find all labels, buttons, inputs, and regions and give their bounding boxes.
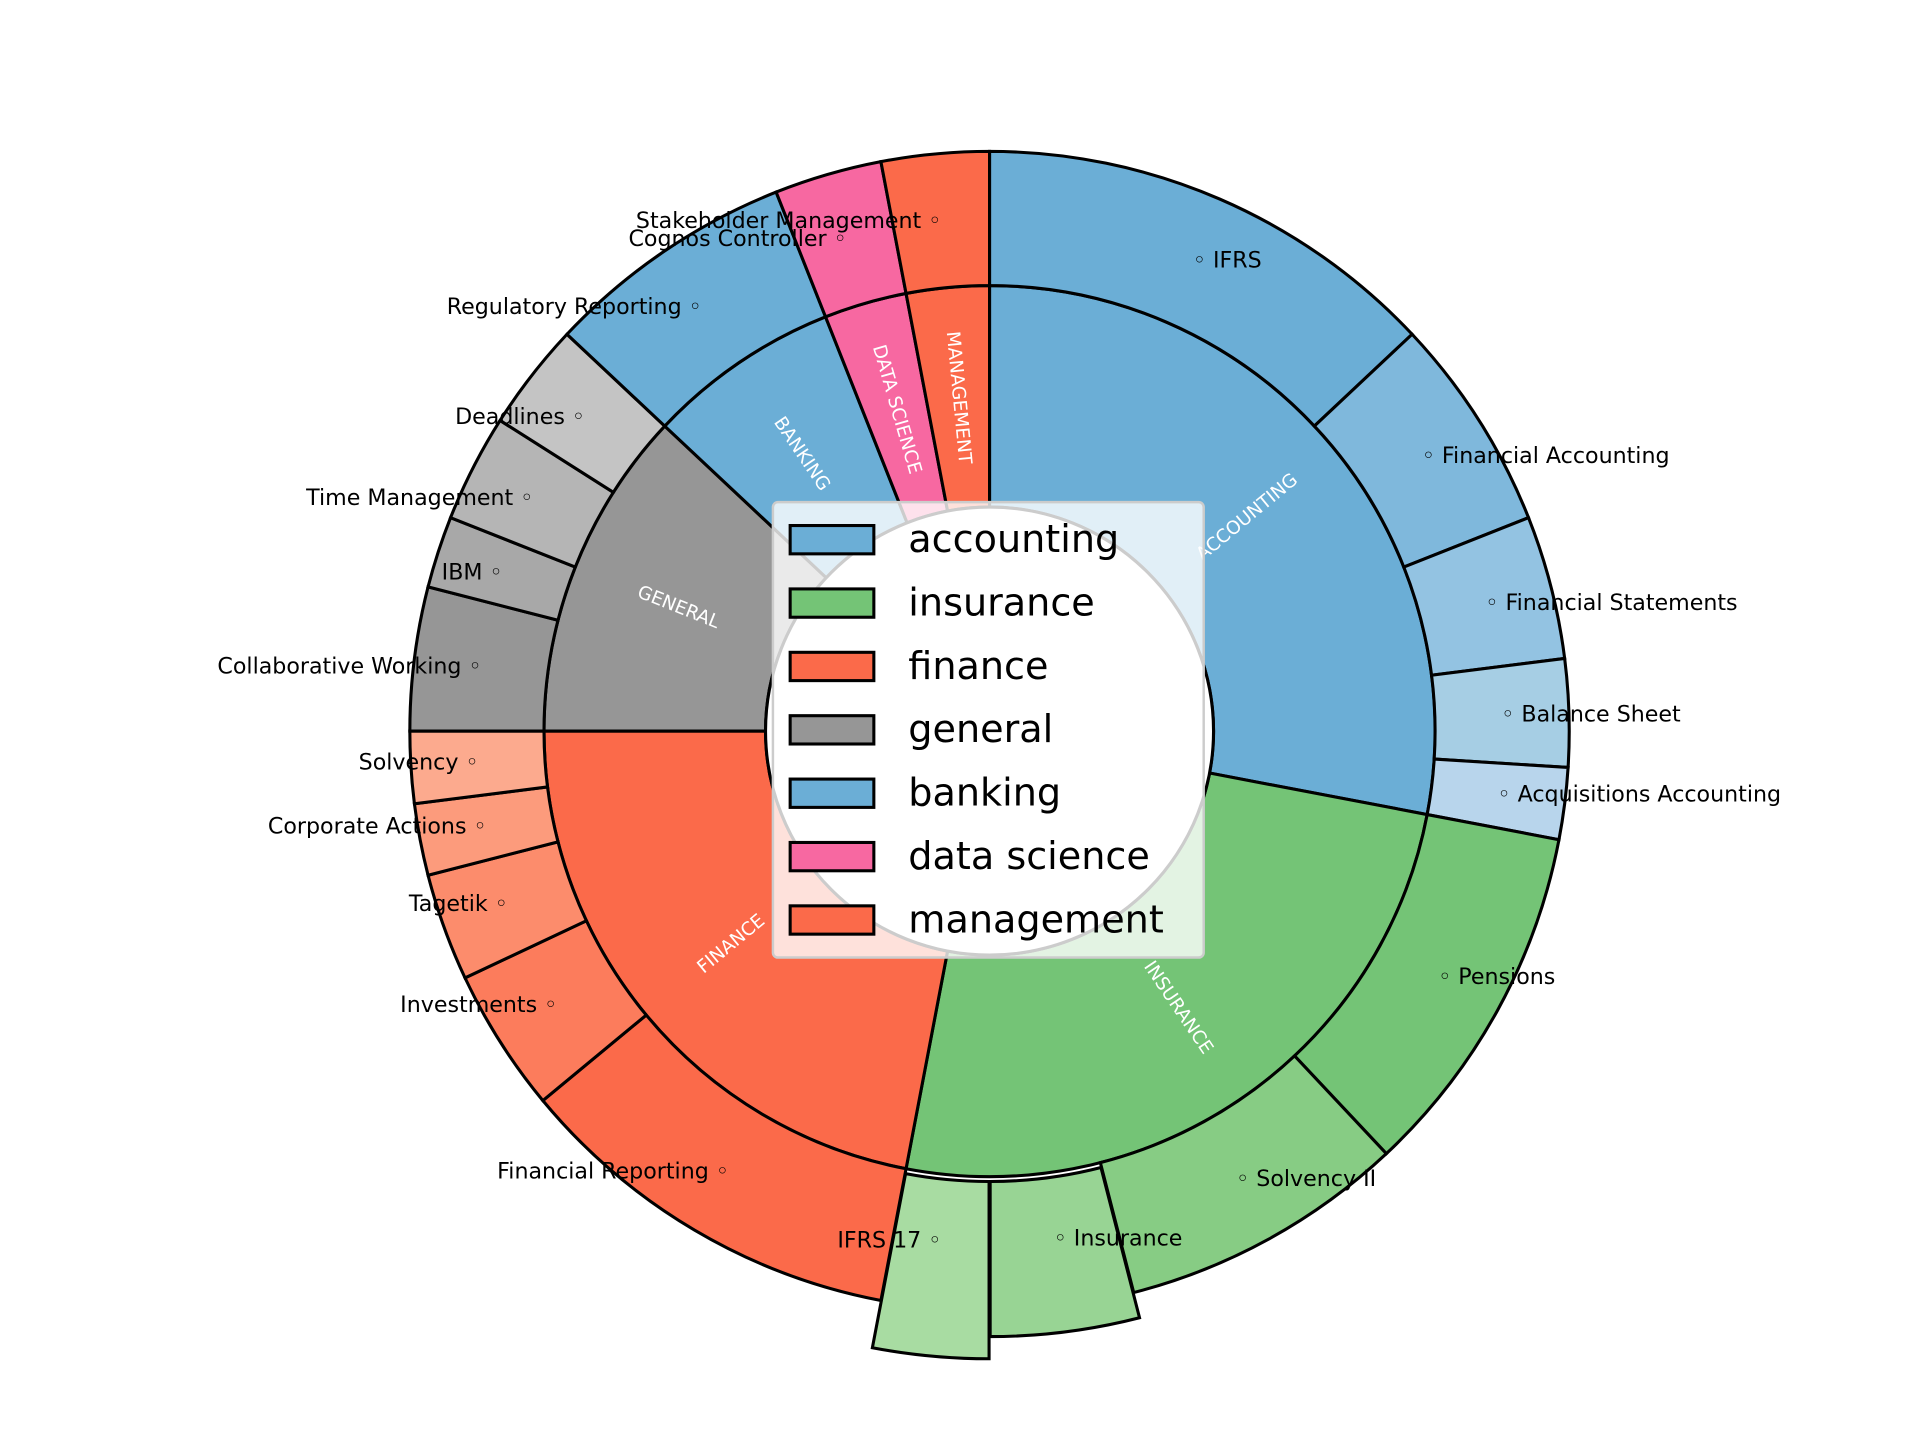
- outer-label: ◦ Solvency II: [1236, 1166, 1376, 1192]
- legend-swatch: [788, 650, 876, 683]
- legend-entry-label: accounting: [908, 517, 1119, 561]
- legend-swatch: [788, 587, 876, 619]
- legend-entry-label: banking: [908, 771, 1061, 815]
- outer-label: ◦ Balance Sheet: [1501, 701, 1681, 727]
- legend-swatch: [788, 714, 876, 746]
- legend: accounting insurance finance general banking…: [771, 500, 1205, 959]
- outer-label: Cognos Controller ◦: [628, 226, 846, 252]
- outer-label: Collaborative Working ◦: [217, 653, 481, 679]
- outer-label: Financial Reporting ◦: [497, 1158, 729, 1184]
- legend-entry-label: data science: [908, 834, 1150, 878]
- outer-label: Deadlines ◦: [455, 404, 585, 430]
- outer-label: Time Management ◦: [305, 485, 533, 511]
- outer-label: ◦ IFRS: [1193, 248, 1262, 274]
- outer-label: Corporate Actions ◦: [268, 814, 487, 840]
- outer-label: ◦ Insurance: [1054, 1226, 1183, 1252]
- outer-label: Tagetik ◦: [408, 891, 508, 917]
- legend-swatch: [788, 840, 876, 873]
- legend-swatch: [788, 777, 876, 809]
- legend-box: [771, 500, 1205, 959]
- outer-label: ◦ Pensions: [1438, 964, 1555, 990]
- legend-swatch: [788, 904, 876, 936]
- outer-label: IFRS 17 ◦: [837, 1227, 941, 1253]
- legend-swatch: [788, 524, 876, 556]
- outer-label: Solvency ◦: [359, 750, 479, 776]
- outer-label: Stakeholder Management ◦: [636, 208, 941, 234]
- outer-label: ◦ Acquisitions Accounting: [1498, 782, 1782, 808]
- outer-label: ◦ Financial Statements: [1485, 590, 1737, 616]
- legend-entry-label: insurance: [908, 580, 1094, 624]
- outer-label: ◦ Financial Accounting: [1422, 443, 1670, 469]
- outer-label: Regulatory Reporting ◦: [447, 294, 702, 320]
- legend-entry-label: general: [908, 707, 1053, 751]
- outer-label: Investments ◦: [400, 992, 557, 1018]
- legend-entry-label: management: [908, 897, 1164, 941]
- outer-wedge: [879, 149, 992, 296]
- legend-entry-label: finance: [908, 644, 1048, 688]
- outer-label: IBM ◦: [442, 559, 503, 585]
